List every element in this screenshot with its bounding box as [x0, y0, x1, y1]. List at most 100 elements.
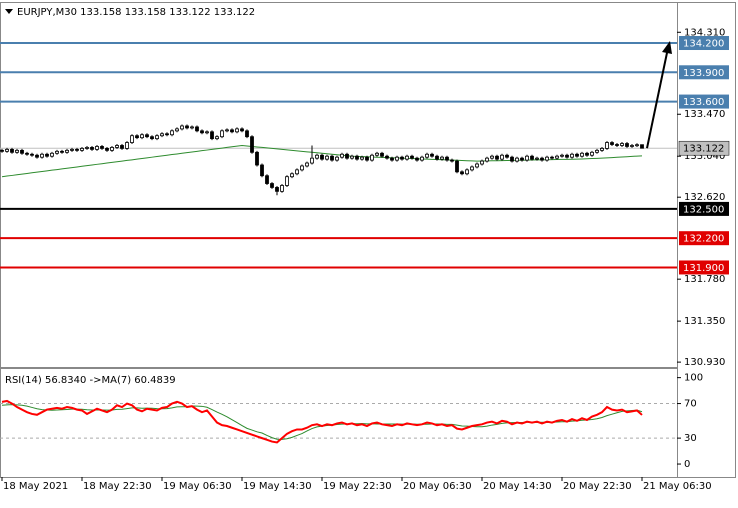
candle-body: [135, 135, 139, 139]
y-tick-label: 131.350: [684, 316, 725, 327]
candle-body: [445, 156, 449, 161]
y-tick-label: 100: [684, 373, 703, 384]
candle-body: [55, 150, 59, 154]
y-tick-label: 30: [684, 433, 697, 444]
candle-body: [245, 130, 249, 138]
menu-triangle[interactable]: [5, 9, 13, 14]
candle-body: [60, 150, 64, 153]
level-label-box: [679, 65, 729, 80]
candle-body: [620, 143, 624, 146]
x-tick-label: 19 May 22:30: [323, 481, 392, 492]
candle-body: [260, 164, 264, 177]
series-line: [1, 399, 643, 444]
candle-body: [285, 176, 289, 186]
candle-body: [225, 129, 229, 132]
candle-body: [455, 160, 459, 173]
candle-body: [30, 153, 34, 156]
candle-body: [480, 160, 484, 165]
candle-body: [65, 149, 69, 153]
candle-body: [335, 156, 339, 161]
x-tick-label: 20 May 22:30: [563, 481, 632, 492]
candle-body: [340, 153, 344, 158]
candle-body: [595, 149, 599, 153]
rsi-title: RSI(14) 56.8340 ->MA(7) 60.4839: [5, 375, 176, 386]
candle-body: [565, 154, 569, 158]
arrow-head: [662, 41, 672, 54]
candle-body: [70, 148, 74, 151]
candle-body: [430, 153, 434, 157]
candle-body: [270, 183, 274, 188]
candle-body: [315, 154, 319, 159]
candle-body: [415, 157, 419, 161]
candle-body: [105, 148, 109, 151]
candle-body: [235, 128, 239, 133]
candle-body: [630, 145, 634, 147]
candle-body: [400, 156, 404, 160]
candle-body: [170, 130, 174, 136]
candle-body: [510, 156, 514, 162]
candle-body: [85, 147, 89, 149]
candle-body: [590, 151, 594, 156]
y-tick-label: 134.310: [684, 27, 725, 38]
x-tick-label: 20 May 06:30: [403, 481, 472, 492]
y-tick-label: 133.040: [684, 151, 725, 162]
candle-body: [345, 153, 349, 159]
candle-body: [230, 129, 234, 133]
candle-body: [585, 152, 589, 156]
candle-body: [555, 155, 559, 159]
candle-body: [485, 157, 489, 162]
candle-body: [155, 135, 159, 140]
candle-body: [425, 153, 429, 158]
x-tick-label: 19 May 06:30: [163, 481, 232, 492]
candle-body: [380, 152, 384, 157]
candle-body: [605, 142, 609, 149]
candle-body: [580, 152, 584, 157]
candle-body: [405, 155, 409, 160]
candle-body: [10, 148, 14, 153]
candle-body: [80, 148, 84, 151]
ma-line: [1, 144, 643, 178]
candle-body: [20, 149, 24, 154]
candle-body: [240, 128, 244, 132]
candle-body: [395, 156, 399, 161]
candle-body: [145, 134, 149, 138]
candle-body: [330, 155, 334, 161]
candle-body: [45, 153, 49, 157]
candle-body: [130, 135, 134, 143]
candle-body: [310, 157, 314, 164]
x-tick-label: 19 May 14:30: [243, 481, 312, 492]
candle-body: [40, 153, 44, 158]
candle-body: [355, 155, 359, 160]
candle-body: [165, 133, 169, 136]
candle-body: [115, 145, 119, 148]
last-price-label: 133.122: [683, 144, 724, 155]
candle-body: [635, 144, 639, 147]
level-label-box: [679, 260, 729, 275]
candle-body: [530, 155, 534, 160]
candle-body: [490, 155, 494, 159]
candle-body: [110, 147, 114, 151]
axis-frame: [677, 2, 736, 478]
candle-body: [570, 153, 574, 158]
candle-body: [140, 134, 144, 139]
candle-body: [95, 146, 99, 150]
candle-body: [505, 154, 509, 158]
candle-body: [295, 169, 299, 175]
level-label-box: [679, 36, 729, 51]
candle-body: [560, 154, 564, 157]
candle-body: [305, 162, 309, 167]
candle-body: [100, 146, 104, 149]
candle-body: [275, 187, 279, 192]
candle-body: [250, 136, 254, 153]
level-label: 132.200: [683, 234, 724, 245]
candle-body: [150, 136, 154, 140]
candle-body: [300, 165, 304, 171]
candle-body: [0, 149, 4, 152]
candle-body: [325, 155, 329, 160]
candle-body: [420, 156, 424, 161]
y-tick-label: 0: [684, 459, 690, 470]
candle-body: [520, 157, 524, 161]
arrow-shaft: [646, 47, 669, 149]
candle-body: [185, 125, 189, 129]
